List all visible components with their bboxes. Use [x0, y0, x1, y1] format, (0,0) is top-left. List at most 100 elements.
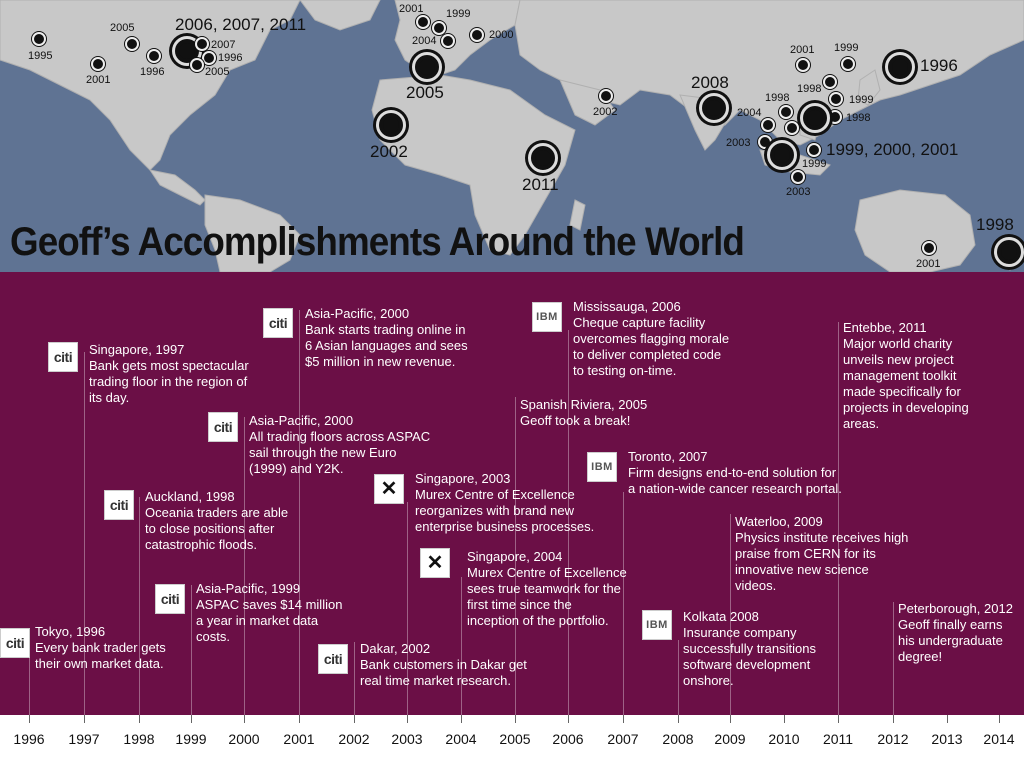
event-line: Bank starts trading online in: [305, 322, 466, 337]
map-marker: [32, 32, 46, 46]
citi-logo: citi: [318, 644, 348, 674]
map-marker: [829, 92, 843, 106]
event-peterborough-2012: Peterborough, 2012 Geoff finally earns h…: [898, 601, 1013, 665]
map-marker-label: 1998: [797, 83, 822, 95]
event-line: Dakar, 2002: [360, 641, 431, 656]
event-line: $5 million in new revenue.: [305, 354, 456, 369]
map-marker: [791, 170, 805, 184]
event-tokyo-1996: Tokyo, 1996 Every bank trader gets their…: [35, 624, 166, 672]
timeline-guide-line: [29, 650, 30, 715]
event-line: Firm designs end-to-end solution for: [628, 465, 837, 480]
event-line: Auckland, 1998: [145, 489, 235, 504]
event-line: a year in market data: [196, 613, 319, 628]
map-marker-label: 1998: [846, 112, 871, 124]
timeline-guide-line: [407, 502, 408, 715]
citi-logo: citi: [0, 628, 30, 658]
event-mississauga-2006: Mississauga, 2006 Cheque capture facilit…: [573, 299, 729, 379]
map-marker-label: 1996: [140, 66, 165, 78]
event-line: Geoff finally earns: [898, 617, 1003, 632]
map-marker-label: 2008: [691, 73, 729, 92]
year-tick: [999, 715, 1000, 723]
map-marker: [796, 58, 810, 72]
timeline-guide-line: [461, 577, 462, 715]
event-line: Asia-Pacific, 2000: [305, 306, 410, 321]
map-marker-label: 2003: [726, 137, 751, 149]
map-marker: [828, 110, 842, 124]
timeline-guide-line: [730, 514, 731, 715]
map-marker-label: 1999: [446, 8, 471, 20]
event-singapore-2004: Singapore, 2004 Murex Centre of Excellen…: [467, 549, 627, 629]
map-marker-label: 1996: [218, 52, 243, 64]
event-line: degree!: [898, 649, 943, 664]
citi-logo: citi: [208, 412, 238, 442]
map-marker-label: 1999, 2000, 2001: [826, 140, 959, 159]
map-marker-label: 2011: [522, 175, 559, 194]
citi-logo: citi: [263, 308, 293, 338]
year-tick: [623, 715, 624, 723]
map-marker: [785, 121, 799, 135]
event-line: reorganizes with brand new: [415, 503, 574, 518]
timeline-guide-line: [354, 642, 355, 715]
map-marker: [376, 110, 406, 140]
event-line: projects in developing: [843, 400, 969, 415]
map-marker: [412, 52, 442, 82]
event-line: Murex Centre of Excellence: [415, 487, 575, 502]
map-marker-label: 2004: [412, 35, 437, 47]
event-line: Toronto, 2007: [628, 449, 708, 464]
event-line: its day.: [89, 390, 130, 405]
map-marker-label: 2000: [489, 29, 514, 41]
map-marker-label: 1999: [834, 42, 859, 54]
year-tick: [515, 715, 516, 723]
map-marker: [885, 52, 915, 82]
year-tick: [354, 715, 355, 723]
murex-logo: ✕: [374, 474, 404, 504]
map-marker: [761, 118, 775, 132]
map-marker-label: 2001: [86, 74, 111, 86]
event-line: Bank gets most spectacular: [89, 358, 249, 373]
year-tick: [139, 715, 140, 723]
event-line: Singapore, 2003: [415, 471, 511, 486]
murex-logo-glyph: ✕: [380, 478, 398, 500]
timeline-guide-line: [623, 492, 624, 715]
event-line: Tokyo, 1996: [35, 624, 106, 639]
timeline-guide-line: [84, 352, 85, 715]
year-label: 2006: [552, 731, 584, 747]
map-marker-label: 2007: [211, 39, 236, 51]
map-marker: [416, 15, 430, 29]
year-tick: [947, 715, 948, 723]
year-label: 1998: [123, 731, 155, 747]
event-line: videos.: [735, 578, 777, 593]
event-line: All trading floors across ASPAC: [249, 429, 431, 444]
timeline-guide-line: [515, 397, 516, 715]
year-axis: 1996 1997 1998 1999 2000 2001 2002 2003 …: [0, 715, 1024, 768]
map-marker: [190, 58, 204, 72]
map-marker-label: 1996: [920, 56, 958, 75]
year-label: 2002: [338, 731, 370, 747]
event-line: innovative new science: [735, 562, 869, 577]
event-line: 6 Asian languages and sees: [305, 338, 468, 353]
event-line: Physics institute receives high: [735, 530, 909, 545]
citi-logo: citi: [155, 584, 185, 614]
year-label: 2008: [662, 731, 694, 747]
event-line: Singapore, 2004: [467, 549, 563, 564]
event-line: to deliver completed code: [573, 347, 722, 362]
map-marker: [807, 143, 821, 157]
map-marker-label: 2005: [205, 66, 230, 78]
year-label: 2013: [931, 731, 963, 747]
event-line: to testing on-time.: [573, 363, 677, 378]
map-marker: [841, 57, 855, 71]
year-label: 2004: [445, 731, 477, 747]
event-line: inception of the portfolio.: [467, 613, 609, 628]
event-line: enterprise business processes.: [415, 519, 595, 534]
event-auckland-1998: Auckland, 1998 Oceania traders are able …: [145, 489, 288, 553]
year-label: 2012: [877, 731, 909, 747]
map-marker: [758, 135, 772, 149]
year-tick: [838, 715, 839, 723]
event-line: Peterborough, 2012: [898, 601, 1013, 616]
year-label: 2000: [228, 731, 260, 747]
year-tick: [893, 715, 894, 723]
event-line: Mississauga, 2006: [573, 299, 681, 314]
year-tick: [29, 715, 30, 723]
world-map-land: [0, 0, 1024, 272]
map-marker: [441, 34, 455, 48]
